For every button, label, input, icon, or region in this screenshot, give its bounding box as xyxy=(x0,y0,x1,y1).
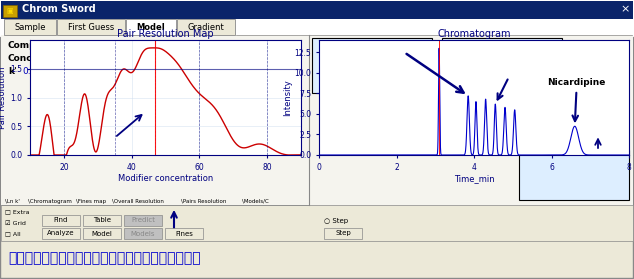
Bar xyxy=(1,1,633,19)
Text: ○ Step: ○ Step xyxy=(324,218,348,223)
Text: Fines: Fines xyxy=(175,230,193,237)
Text: Nicardipine: Nicardipine xyxy=(548,78,606,121)
Text: ここでは分離度が高く、保持時間が早いものを選択: ここでは分離度が高く、保持時間が早いものを選択 xyxy=(8,251,200,265)
Text: k': k' xyxy=(8,67,16,76)
Text: RT: RT xyxy=(140,67,153,76)
Text: Model: Model xyxy=(136,23,165,32)
X-axis label: Time_min: Time_min xyxy=(454,174,495,183)
Text: \Overall Resolution: \Overall Resolution xyxy=(112,198,164,203)
Text: ☑ Grid: ☑ Grid xyxy=(5,220,26,225)
Text: Models: Models xyxy=(131,230,155,237)
Text: First Guess: First Guess xyxy=(68,23,114,32)
Y-axis label: Pair Resolution: Pair Resolution xyxy=(0,66,8,129)
Text: Find: Find xyxy=(54,218,68,223)
Bar xyxy=(42,215,80,226)
Text: Chrom Sword: Chrom Sword xyxy=(22,4,96,14)
X-axis label: Modifier concentration: Modifier concentration xyxy=(118,174,213,183)
Text: 45.640: 45.640 xyxy=(80,54,117,64)
Bar xyxy=(3,5,17,17)
Bar xyxy=(57,19,125,35)
Title: Chromatogram: Chromatogram xyxy=(437,29,511,39)
Bar xyxy=(442,38,562,93)
Text: Analyze: Analyze xyxy=(48,230,75,237)
Bar xyxy=(4,19,56,35)
Text: Concentration: Concentration xyxy=(8,54,81,63)
Text: □ All: □ All xyxy=(5,232,21,237)
Bar xyxy=(83,215,121,226)
Text: M7: M7 xyxy=(68,40,84,50)
Text: M8: M8 xyxy=(497,62,507,69)
Bar xyxy=(83,228,121,239)
Text: □ Extra: □ Extra xyxy=(5,210,30,215)
Text: Step: Step xyxy=(335,230,351,237)
Y-axis label: Intensity: Intensity xyxy=(283,79,292,116)
Text: Compound: Compound xyxy=(8,41,62,50)
Bar xyxy=(177,19,235,35)
Text: \Chromatogram: \Chromatogram xyxy=(28,198,72,203)
Text: ×: × xyxy=(621,4,630,14)
Bar xyxy=(312,38,432,93)
Text: 0.71: 0.71 xyxy=(22,67,42,76)
Text: Table: Table xyxy=(93,218,111,223)
Text: ▣: ▣ xyxy=(7,8,13,14)
Bar xyxy=(165,228,203,239)
Bar xyxy=(1,35,633,241)
Bar xyxy=(1,205,633,241)
Text: Model: Model xyxy=(91,230,112,237)
Text: ln k': ln k' xyxy=(70,67,91,76)
Text: \Pairs Resolution: \Pairs Resolution xyxy=(181,198,226,203)
Text: \Ln k': \Ln k' xyxy=(5,198,20,203)
Title: Pair Resolution Map: Pair Resolution Map xyxy=(117,29,214,39)
Bar xyxy=(0,37,633,278)
Text: Predict: Predict xyxy=(131,218,155,223)
Text: M7: M7 xyxy=(372,62,382,69)
Text: -0.34: -0.34 xyxy=(96,67,119,76)
Bar xyxy=(42,228,80,239)
Bar xyxy=(324,228,362,239)
Bar xyxy=(124,228,162,239)
Text: \Fines map: \Fines map xyxy=(75,198,106,203)
Bar xyxy=(126,19,176,35)
Bar xyxy=(124,215,162,226)
Text: 3.42: 3.42 xyxy=(158,67,178,76)
Bar xyxy=(519,150,629,200)
Text: \Models/C: \Models/C xyxy=(242,198,269,203)
Text: Gradient: Gradient xyxy=(188,23,224,32)
Text: Sample: Sample xyxy=(14,23,46,32)
